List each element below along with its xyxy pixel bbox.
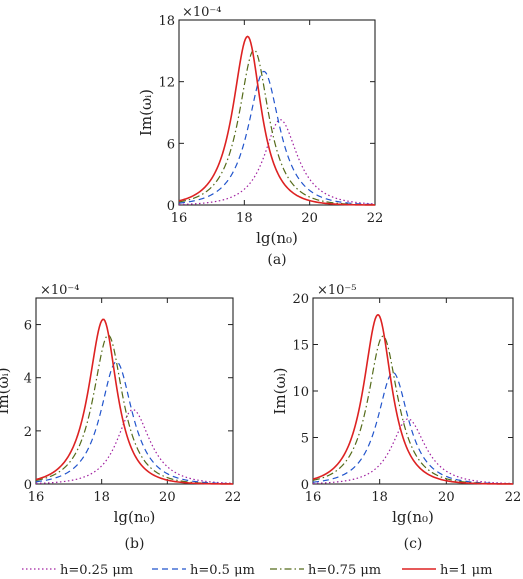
- x-axis-label: lg(n₀): [114, 508, 156, 526]
- y-tick-label: 6: [24, 319, 32, 334]
- plot-frame: [35, 297, 234, 485]
- axis-scale-label: ×10⁻⁵: [317, 283, 357, 298]
- series-line-4: [312, 314, 514, 485]
- x-tick-label: 22: [505, 490, 522, 505]
- y-axis-label: Im(ωᵢ): [271, 367, 289, 414]
- x-tick-label: 18: [93, 490, 110, 505]
- x-tick-label: 20: [438, 490, 455, 505]
- x-tick-label: 22: [225, 490, 242, 505]
- x-axis-label: lg(n₀): [392, 508, 434, 526]
- x-tick-label: 20: [159, 490, 176, 505]
- y-tick-label: 20: [292, 292, 309, 307]
- y-tick-label: 0: [24, 478, 32, 493]
- x-tick-label: 16: [171, 211, 188, 226]
- panel-caption: (b): [125, 536, 145, 552]
- y-tick-label: 0: [167, 199, 175, 214]
- series-line-4: [178, 35, 376, 206]
- series-line-1: [178, 119, 376, 206]
- series-line-3: [312, 335, 514, 485]
- x-axis-label: lg(n₀): [256, 229, 298, 247]
- y-tick-label: 2: [24, 425, 32, 440]
- y-tick-label: 12: [158, 76, 175, 91]
- y-tick-label: 6: [167, 137, 175, 152]
- plot-frame: [178, 19, 376, 206]
- y-tick-label: 15: [292, 339, 309, 354]
- axis-scale-label: ×10⁻⁴: [40, 283, 80, 298]
- series-line-2: [178, 70, 376, 206]
- panel-b: 16 18 20 22 0 2 4 6 ×10⁻⁴ lg(n₀) Im(ωᵢ) (b): [0, 283, 241, 552]
- x-tick-label: 16: [305, 490, 322, 505]
- panel-a: 16 18 20 22 0 6 12 18 ×10⁻⁴ lg(n₀) Im(ωᵢ) (a): [137, 5, 383, 268]
- y-tick-label: 18: [158, 14, 175, 29]
- y-tick-label: 0: [301, 478, 309, 493]
- series-line-1: [312, 418, 514, 485]
- y-axis-label: Im(ωᵢ): [137, 89, 155, 136]
- axis-scale-label: ×10⁻⁴: [182, 5, 222, 20]
- legend-label-3: h=0.75 μm: [308, 563, 381, 578]
- series-line-2: [35, 361, 234, 485]
- legend-label-4: h=1 μm: [440, 563, 492, 578]
- legend: h=0.25 μm h=0.5 μm h=0.75 μm h=1 μm: [22, 563, 492, 578]
- legend-label-2: h=0.5 μm: [190, 563, 255, 578]
- series-line-4: [35, 318, 234, 485]
- series-line-1: [35, 409, 234, 485]
- x-tick-label: 22: [367, 211, 384, 226]
- x-tick-label: 20: [301, 211, 318, 226]
- series-line-2: [312, 371, 514, 485]
- x-tick-label: 18: [371, 490, 388, 505]
- legend-label-1: h=0.25 μm: [60, 563, 133, 578]
- series-line-3: [178, 49, 376, 206]
- panel-caption: (c): [404, 536, 423, 552]
- x-tick-label: 18: [236, 211, 253, 226]
- y-tick-label: 5: [301, 432, 309, 447]
- y-axis-label: Im(ωᵢ): [0, 367, 12, 414]
- y-tick-label: 10: [292, 385, 309, 400]
- y-tick-label: 4: [24, 372, 32, 387]
- panel-c: 16 18 20 22 0 5 10 15 20 ×10⁻⁵ lg(n₀) Im(ωᵢ) (c): [271, 283, 521, 552]
- x-tick-label: 16: [28, 490, 45, 505]
- panel-caption: (a): [267, 252, 286, 268]
